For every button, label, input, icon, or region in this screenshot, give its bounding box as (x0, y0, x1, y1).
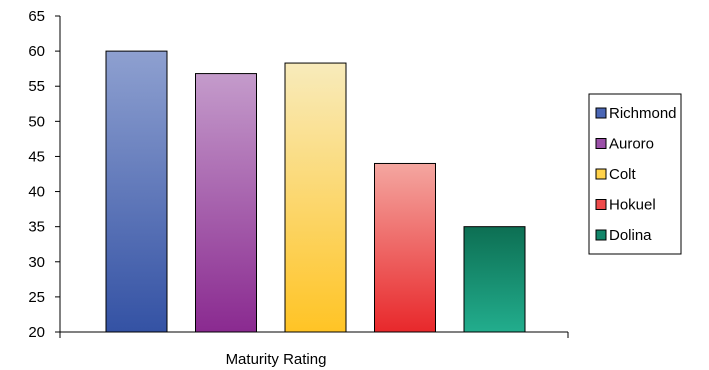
bar-colt (284, 62, 347, 333)
x-axis-label: Maturity Rating (226, 351, 327, 368)
legend-swatch (595, 199, 607, 210)
legend-swatch (595, 229, 607, 241)
legend-label: Richmond (609, 105, 677, 122)
y-tick-label: 55 (28, 78, 45, 95)
bar-dolina (463, 226, 526, 333)
bar-auroro (195, 73, 257, 333)
legend-swatch (595, 107, 607, 119)
legend-label: Colt (609, 166, 637, 183)
y-tick-label: 45 (28, 148, 45, 165)
legend-label: Dolina (609, 227, 652, 244)
x-axis (59, 331, 569, 338)
bar-hokuel (374, 162, 436, 333)
y-tick-label: 30 (28, 254, 45, 271)
legend-label: Auroro (609, 136, 654, 153)
legend: Richmond Auroro Colt Hokuel Dolina (588, 93, 682, 255)
bars (105, 50, 526, 333)
y-tick-label: 20 (28, 324, 45, 341)
legend-swatch (595, 138, 607, 149)
y-tick-label: 50 (28, 113, 45, 130)
y-tick-label: 60 (28, 43, 45, 60)
y-tick-label: 40 (28, 184, 45, 201)
bar-richmond (105, 50, 168, 333)
legend-label: Hokuel (609, 197, 656, 214)
y-axis: 20 25 30 35 40 45 50 55 60 65 (28, 8, 61, 341)
y-tick-label: 25 (28, 289, 45, 306)
legend-swatch (595, 168, 607, 180)
y-tick-label: 65 (28, 8, 45, 25)
y-tick-label: 35 (28, 219, 45, 236)
